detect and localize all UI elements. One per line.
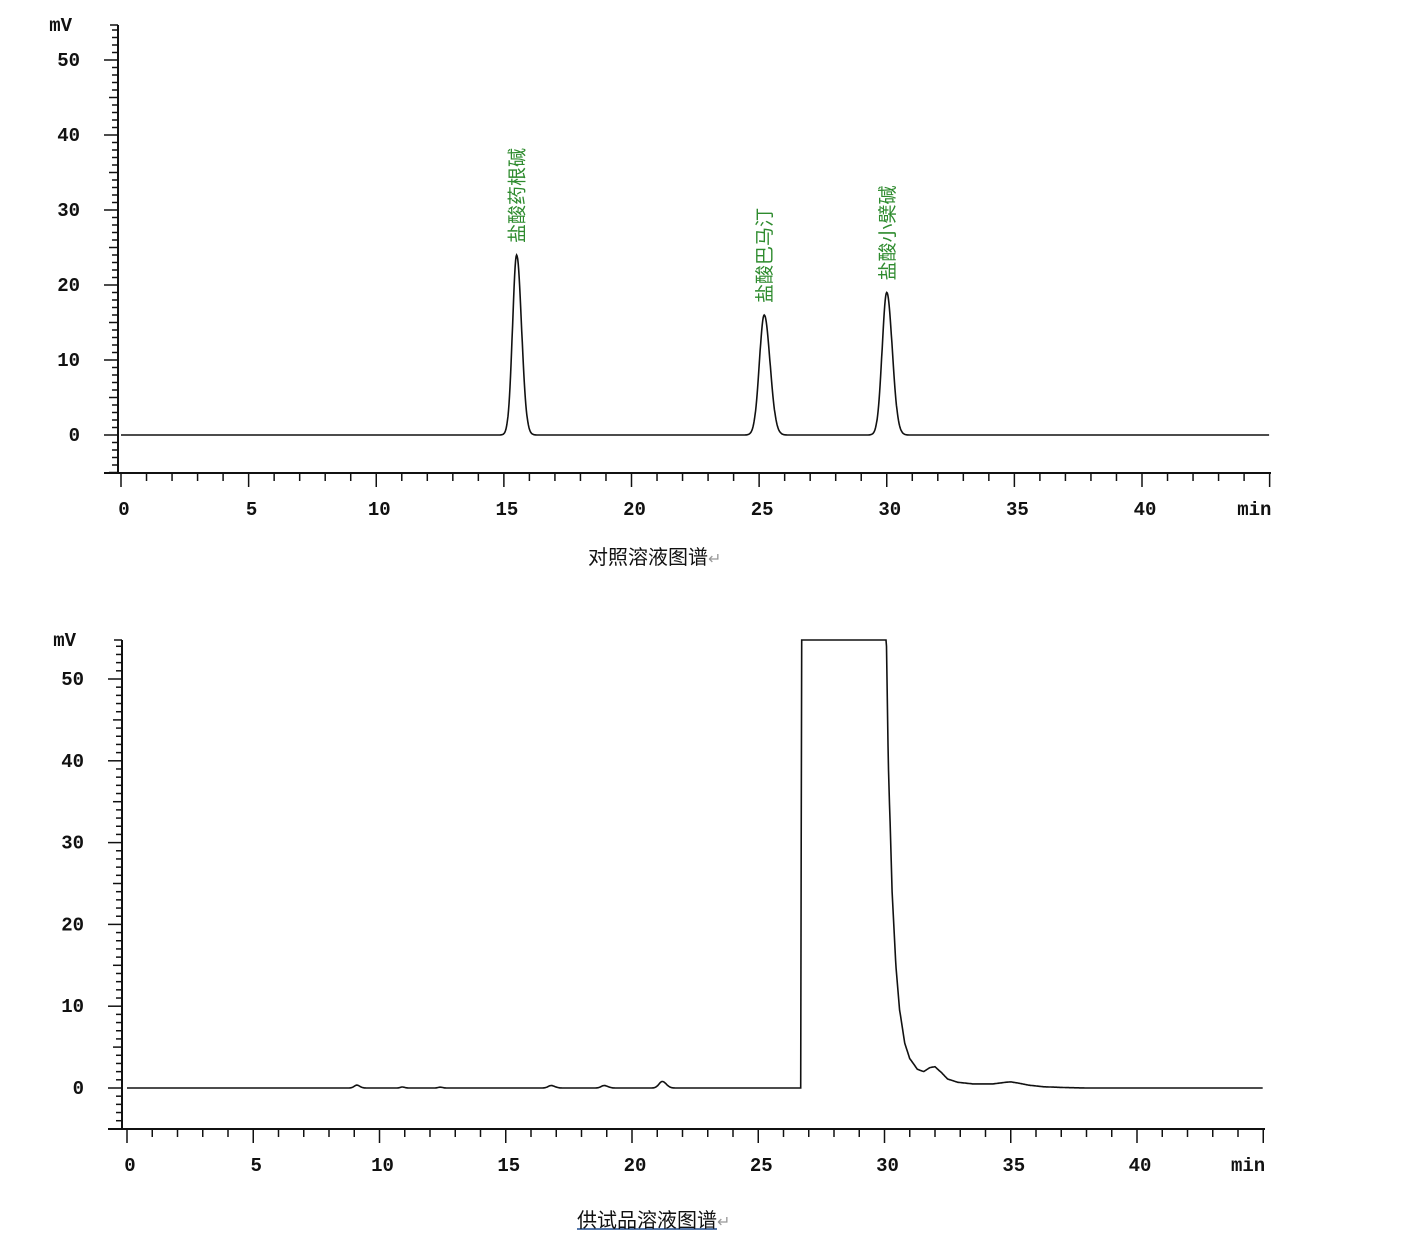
x-tick-label: 0	[118, 499, 129, 521]
y-tick-label: 0	[69, 425, 80, 447]
x-tick-label: 10	[371, 1155, 394, 1177]
return-mark-icon: ↵	[717, 1214, 731, 1231]
x-axis-label: min	[1231, 1155, 1265, 1177]
peak-label: 盐酸药根碱	[507, 148, 529, 243]
peak-label: 盐酸巴马汀	[754, 208, 776, 303]
x-tick-label: 35	[1002, 1155, 1025, 1177]
x-tick-label: 25	[750, 1155, 773, 1177]
x-axis-label: min	[1237, 499, 1271, 521]
y-tick-label: 40	[61, 751, 84, 773]
x-tick-label: 0	[124, 1155, 135, 1177]
y-tick-label: 20	[61, 914, 84, 936]
y-tick-label: 50	[57, 50, 80, 72]
y-tick-label: 0	[73, 1078, 84, 1100]
sample-caption-text: 供试品溶液图谱	[577, 1210, 717, 1232]
y-tick-label: 20	[57, 275, 80, 297]
x-tick-label: 10	[368, 499, 391, 521]
reference-caption: 对照溶液图谱↵	[588, 541, 721, 570]
y-tick-label: 10	[57, 350, 80, 372]
y-tick-label: 50	[61, 669, 84, 691]
y-axis-label: mV	[49, 15, 72, 37]
reference-caption-text: 对照溶液图谱	[588, 547, 708, 569]
x-tick-label: 15	[495, 499, 518, 521]
x-tick-label: 25	[751, 499, 774, 521]
y-tick-label: 30	[57, 200, 80, 222]
x-tick-label: 35	[1006, 499, 1029, 521]
x-tick-label: 20	[624, 1155, 647, 1177]
x-tick-label: 20	[623, 499, 646, 521]
chromatogram-trace	[121, 252, 1270, 436]
x-tick-label: 15	[497, 1155, 520, 1177]
x-tick-label: 5	[251, 1155, 262, 1177]
x-tick-label: 30	[878, 499, 901, 521]
y-axis-label: mV	[53, 630, 76, 652]
sample-chromatogram: 0 10 20 30 40 50 mV 0 5 10 15 20 25 30 35 40 min	[53, 630, 1265, 1177]
x-tick-label: 40	[1129, 1155, 1152, 1177]
sample-caption: 供试品溶液图谱↵	[577, 1204, 730, 1233]
peak-label: 盐酸小檗碱	[877, 185, 899, 280]
reference-chromatogram: 0 10 20 30 40 50 mV 0 5 10 15 20 25 30 35 40 min 盐酸药根碱盐酸巴…	[49, 15, 1271, 521]
y-tick-label: 40	[57, 125, 80, 147]
x-tick-label: 5	[246, 499, 257, 521]
y-tick-label: 10	[61, 996, 84, 1018]
y-tick-label: 30	[61, 833, 84, 855]
x-tick-label: 30	[876, 1155, 899, 1177]
return-mark-icon: ↵	[708, 551, 722, 568]
chromatogram-trace	[127, 639, 1263, 1089]
x-tick-label: 40	[1134, 499, 1157, 521]
